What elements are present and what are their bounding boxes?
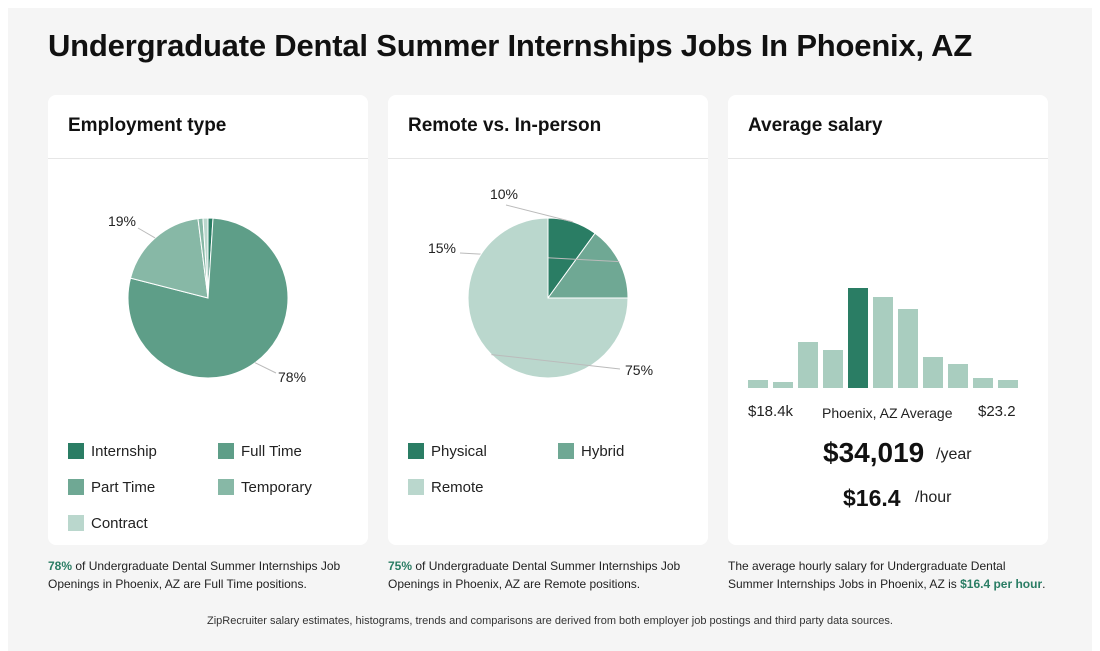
remote-caption-text: of Undergraduate Dental Summer Internshi… [388,559,681,591]
footer-note: ZipRecruiter salary estimates, histogram… [207,615,893,627]
salary-histogram [748,288,1018,388]
page-title: Undergraduate Dental Summer Internships … [48,28,973,63]
legend-swatch-part-time [68,479,84,495]
legend-swatch-remote [408,479,424,495]
pie-leader-remote [491,354,621,370]
salary-caption: The average hourly salary for Undergradu… [728,557,1048,593]
remote-caption: 75% of Undergraduate Dental Summer Inter… [388,557,708,593]
pie-slice-contract [202,217,209,299]
histogram-bar-average [848,288,868,388]
salary-caption-text: The average hourly salary for Undergradu… [728,559,1006,591]
salary-average-label: Phoenix, AZ Average [822,405,953,421]
hourly-salary: $16.4 [843,485,901,511]
pie-leader-full-time [254,362,277,374]
pie-slice-part-time [129,218,209,299]
legend-swatch-internship [68,443,84,459]
legend-label-hybrid: Hybrid [581,443,625,460]
histogram-bar-8 [923,357,943,388]
employment-type-card: Employment type 78% 19% Internship Full T… [48,95,368,545]
employment-type-header: Employment type [48,95,368,159]
pie-label-part-time: 19% [108,213,136,229]
salary-card: Average salary $18.4k Phoenix, AZ Averag… [728,95,1048,545]
employment-type-title: Employment type [68,115,227,136]
histogram-bar-2 [773,382,793,388]
remote-pie: 10% 15% 75% [428,186,653,379]
salary-caption-end: . [1042,577,1046,591]
salary-caption-highlight: $16.4 per hour [960,577,1043,591]
legend-swatch-temporary [218,479,234,495]
employment-type-pie: 78% 19% [108,213,306,385]
legend-label-internship: Internship [91,443,157,460]
histogram-bar-4 [823,350,843,388]
remote-caption-highlight: 75% [388,559,413,573]
histogram-bar-11 [998,380,1018,388]
pie-label-hybrid: 15% [428,240,456,256]
pie-leader-physical [505,204,573,223]
legend-label-physical: Physical [431,443,487,460]
salary-title: Average salary [748,115,883,136]
histogram-bar-7 [898,309,918,388]
pie-label-remote: 75% [625,362,653,378]
remote-header: Remote vs. In-person [388,95,708,159]
remote-card: Remote vs. In-person 10% 15% 75% Physical … [388,95,708,545]
salary-range-max: $23.2 [978,403,1016,420]
legend-swatch-contract [68,515,84,531]
remote-title: Remote vs. In-person [408,115,602,136]
histogram-bar-3 [798,342,818,388]
pie-label-physical: 10% [490,186,518,202]
histogram-bar-10 [973,378,993,388]
annual-unit: /year [936,446,972,463]
histogram-bar-1 [748,380,768,388]
legend-swatch-hybrid [558,443,574,459]
employment-caption: 78% of Undergraduate Dental Summer Inter… [48,557,368,593]
salary-header: Average salary [728,95,1048,159]
pie-leader-part-time [137,227,156,239]
legend-label-temporary: Temporary [241,479,312,496]
salary-range-min: $18.4k [748,403,794,420]
annual-salary: $34,019 [823,437,925,468]
legend-label-part-time: Part Time [91,479,156,496]
legend-label-full-time: Full Time [241,443,302,460]
histogram-bar-6 [873,297,893,388]
hourly-unit: /hour [915,489,952,506]
legend-label-remote: Remote [431,479,484,496]
legend-label-contract: Contract [91,515,148,532]
employment-caption-text: of Undergraduate Dental Summer Internshi… [48,559,341,591]
histogram-bar-9 [948,364,968,388]
legend-swatch-full-time [218,443,234,459]
employment-caption-highlight: 78% [48,559,73,573]
legend-swatch-physical [408,443,424,459]
pie-label-full-time: 78% [278,369,306,385]
